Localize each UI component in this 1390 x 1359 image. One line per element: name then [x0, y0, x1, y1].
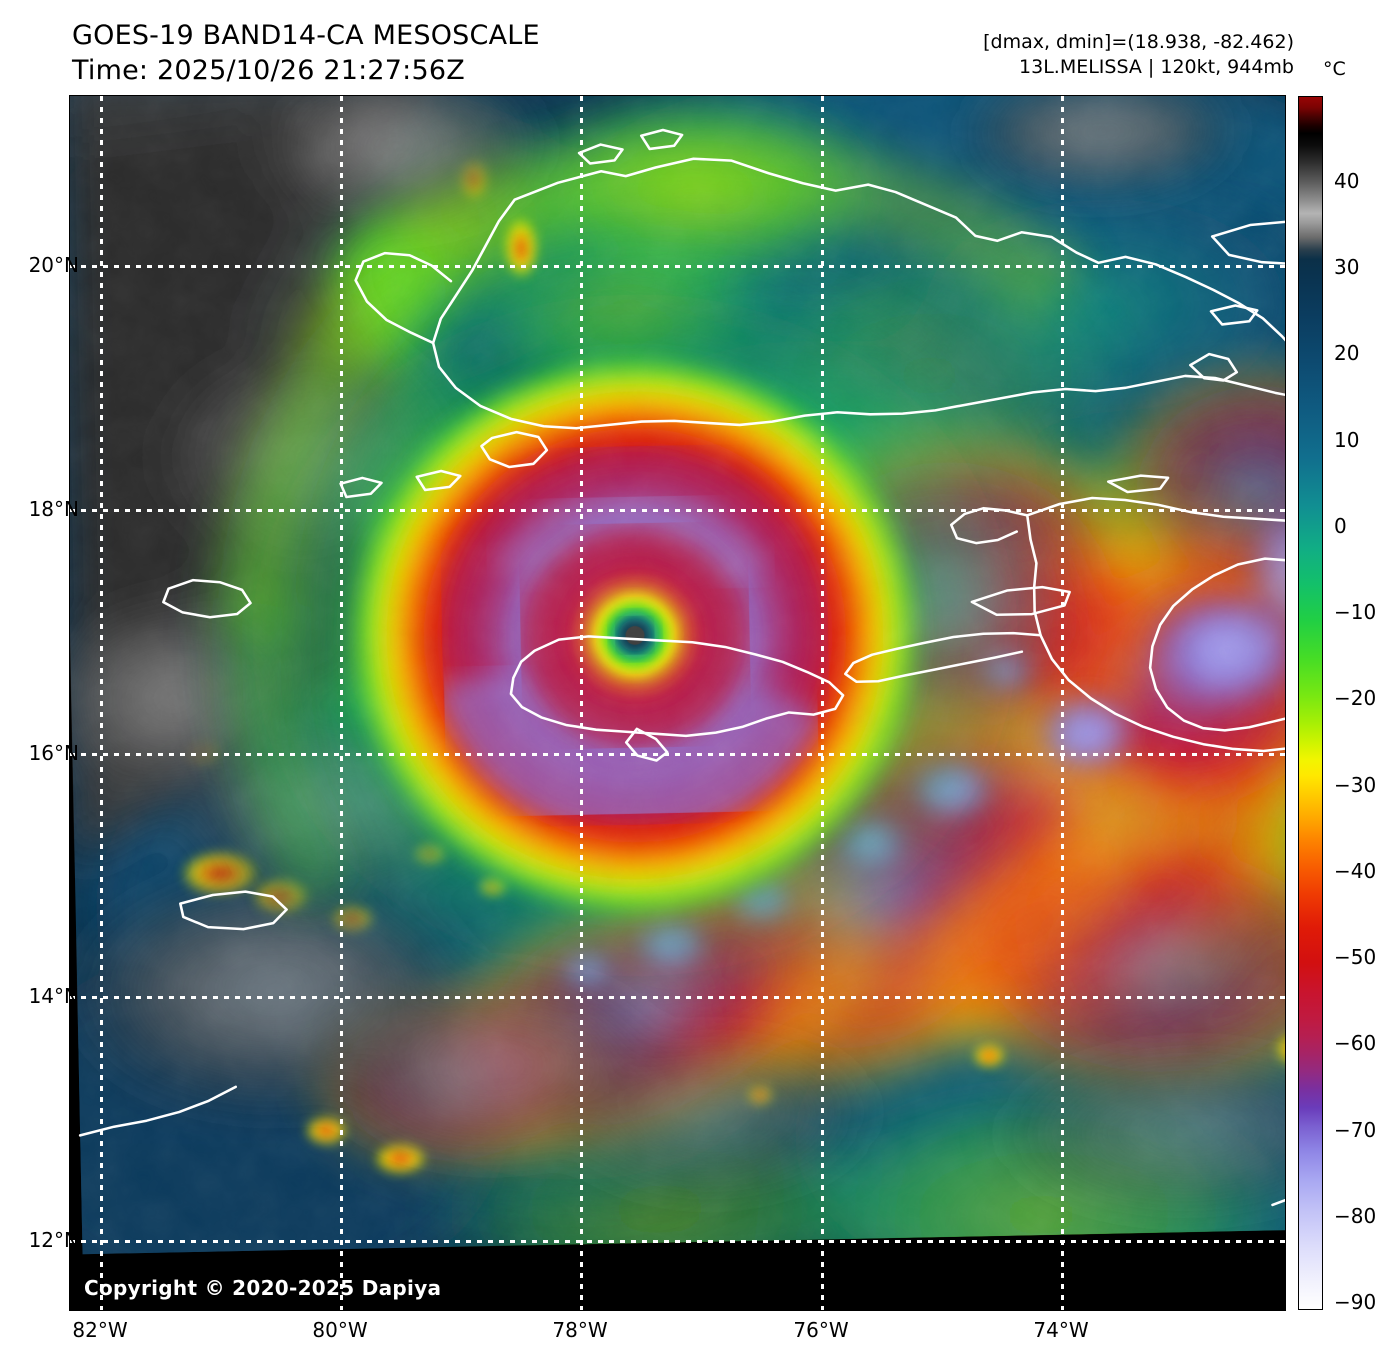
chart-timestamp: Time: 2025/10/26 21:27:56Z — [72, 55, 465, 87]
lat-tick-label: 14°N — [28, 984, 79, 1008]
lat-tick-label: 16°N — [28, 741, 79, 765]
lat-tick-label: 18°N — [28, 497, 79, 521]
colorbar-tick-label: −10 — [1334, 600, 1377, 624]
satellite-image-plot: Copyright © 2020-2025 Dapiya — [70, 96, 1285, 1310]
colorbar-tick-label: 40 — [1334, 169, 1360, 193]
gridline-lon-74 — [1061, 96, 1065, 1310]
colorbar-tick-label: −60 — [1334, 1031, 1377, 1055]
gridline-lat-20 — [70, 264, 1285, 268]
lon-tick-label: 76°W — [793, 1318, 849, 1342]
colorbar-tick-label: 10 — [1334, 428, 1360, 452]
gridline-lat-12 — [70, 1239, 1285, 1243]
colorbar-tick-label: 0 — [1334, 514, 1347, 538]
lon-tick-label: 80°W — [312, 1318, 368, 1342]
colorbar-tick-label: −80 — [1334, 1204, 1377, 1228]
colorbar-gradient — [1299, 97, 1322, 1309]
colorbar-tick-label: −50 — [1334, 945, 1377, 969]
colorbar-tick-label: 20 — [1334, 341, 1360, 365]
chart-metadata-block: [dmax, dmin]=(18.938, -82.462) 13L.MELIS… — [983, 30, 1294, 81]
gridline-lat-14 — [70, 995, 1285, 999]
colorbar-tick-label: −90 — [1334, 1290, 1377, 1314]
lon-tick-label: 82°W — [72, 1318, 128, 1342]
lon-tick-label: 78°W — [552, 1318, 608, 1342]
gridline-lon-80 — [339, 96, 343, 1310]
lat-tick-label: 12°N — [28, 1228, 79, 1252]
copyright-label: Copyright © 2020-2025 Dapiya — [84, 1276, 442, 1300]
temperature-colorbar — [1298, 96, 1323, 1310]
colorbar-tick-label: −20 — [1334, 686, 1377, 710]
colorbar-tick-label: −40 — [1334, 859, 1377, 883]
colorbar-tick-label: −30 — [1334, 773, 1377, 797]
coastline-overlay — [78, 129, 1285, 1207]
lat-tick-label: 20°N — [28, 253, 79, 277]
gridline-lon-82 — [100, 96, 104, 1310]
lon-tick-label: 74°W — [1033, 1318, 1089, 1342]
storm-info-label: 13L.MELISSA | 120kt, 944mb — [1019, 56, 1294, 79]
colorbar-unit-label: °C — [1323, 58, 1346, 80]
satellite-data-swath — [70, 96, 1285, 1310]
gridline-lat-16 — [70, 752, 1285, 756]
gridline-lat-18 — [70, 508, 1285, 512]
colorbar-tick-label: −70 — [1334, 1118, 1377, 1142]
chart-title-block: GOES-19 BAND14-CA MESOSCALE Time: 2025/1… — [72, 18, 540, 88]
data-range-label: [dmax, dmin]=(18.938, -82.462) — [983, 31, 1294, 53]
gridline-lon-78 — [580, 96, 584, 1310]
chart-title: GOES-19 BAND14-CA MESOSCALE — [72, 20, 540, 51]
ir-brightness-temperature-field — [70, 96, 1285, 1255]
colorbar-tick-label: 30 — [1334, 255, 1360, 279]
gridline-lon-76 — [820, 96, 824, 1310]
